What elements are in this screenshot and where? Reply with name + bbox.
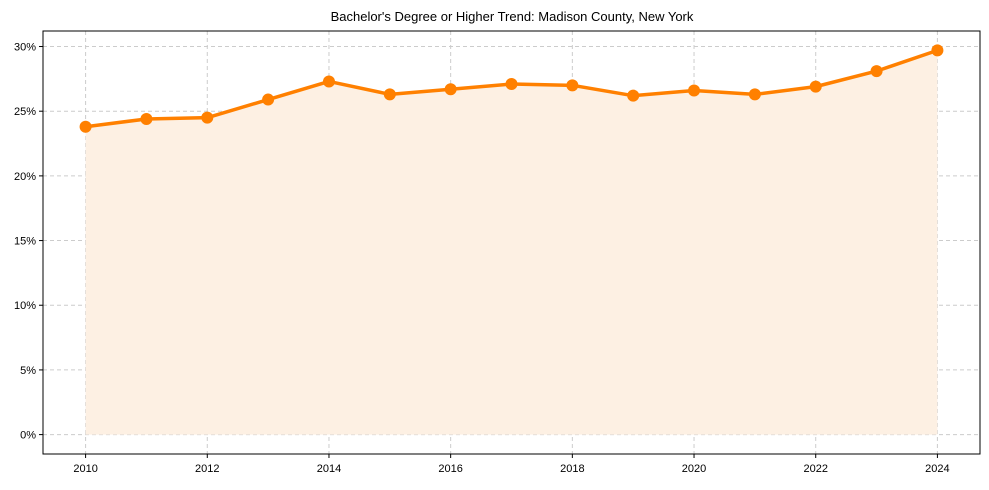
data-point	[748, 88, 761, 101]
y-tick-label: 25%	[14, 106, 36, 118]
y-axis: 0% 5% 10% 15% 20% 25% 30%	[14, 42, 43, 442]
data-point	[566, 79, 579, 92]
y-tick-label: 0%	[20, 430, 36, 442]
data-point	[627, 89, 640, 102]
data-point	[870, 65, 883, 78]
data-point	[79, 120, 92, 133]
data-point	[505, 78, 518, 91]
x-tick-label: 2024	[925, 463, 949, 475]
x-tick-label: 2012	[195, 463, 219, 475]
x-tick-label: 2022	[803, 463, 827, 475]
data-point	[809, 80, 822, 93]
y-tick-label: 15%	[14, 236, 36, 248]
data-point	[322, 75, 335, 88]
x-tick-label: 2016	[438, 463, 462, 475]
x-tick-label: 2018	[560, 463, 584, 475]
data-point	[262, 93, 275, 106]
x-tick-label: 2014	[317, 463, 341, 475]
data-markers	[79, 44, 944, 133]
y-tick-label: 5%	[20, 365, 36, 377]
plot-frame	[42, 30, 981, 455]
data-point	[444, 83, 457, 96]
x-tick-label: 2020	[682, 463, 706, 475]
data-point	[931, 44, 944, 57]
x-axis: 2010 2012 2014 2016 2018 2020 2022 2024	[73, 454, 950, 475]
data-point	[688, 84, 701, 97]
data-point	[140, 112, 153, 125]
x-tick-label: 2010	[73, 463, 97, 475]
chart-title: Bachelor's Degree or Higher Trend: Madis…	[331, 9, 694, 24]
y-tick-label: 10%	[14, 300, 36, 312]
data-point	[383, 88, 396, 101]
area-fill	[85, 50, 938, 435]
y-tick-label: 20%	[14, 171, 36, 183]
data-point	[201, 111, 214, 124]
y-tick-label: 30%	[14, 42, 36, 54]
